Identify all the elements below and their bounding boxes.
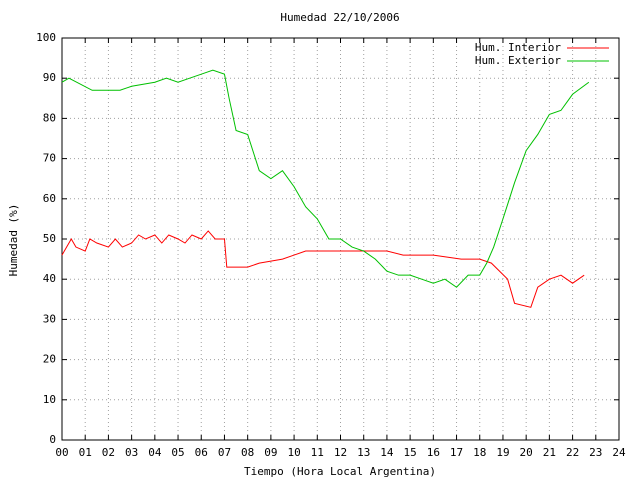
x-tick-label: 06	[195, 446, 208, 459]
x-tick-label: 02	[102, 446, 115, 459]
x-tick-label: 21	[543, 446, 556, 459]
x-tick-label: 09	[264, 446, 277, 459]
x-tick-label: 07	[218, 446, 231, 459]
y-tick-label: 70	[43, 152, 56, 165]
x-tick-label: 10	[287, 446, 300, 459]
x-tick-label: 23	[589, 446, 602, 459]
series-line	[61, 69, 590, 288]
x-tick-label: 11	[311, 446, 324, 459]
y-tick-label: 40	[43, 272, 56, 285]
x-tick-label: 24	[612, 446, 626, 459]
y-tick-label: 60	[43, 192, 56, 205]
legend-label: Hum. Exterior	[475, 54, 561, 67]
x-axis-label: Tiempo (Hora Local Argentina)	[244, 465, 436, 478]
x-tick-label: 04	[148, 446, 162, 459]
y-tick-label: 30	[43, 312, 56, 325]
x-tick-label: 05	[171, 446, 184, 459]
chart-title: Humedad 22/10/2006	[280, 11, 399, 24]
y-tick-label: 80	[43, 111, 56, 124]
x-tick-label: 20	[520, 446, 533, 459]
legend-label: Hum. Interior	[475, 41, 561, 54]
x-tick-label: 22	[566, 446, 579, 459]
x-tick-label: 12	[334, 446, 347, 459]
x-tick-label: 03	[125, 446, 138, 459]
y-tick-label: 20	[43, 353, 56, 366]
y-tick-label: 90	[43, 71, 56, 84]
x-tick-label: 15	[404, 446, 417, 459]
x-tick-label: 08	[241, 446, 254, 459]
x-tick-label: 17	[450, 446, 463, 459]
y-tick-label: 100	[36, 31, 56, 44]
x-tick-label: 19	[496, 446, 509, 459]
x-tick-label: 16	[427, 446, 440, 459]
series-line	[61, 230, 585, 308]
x-tick-label: 00	[55, 446, 68, 459]
y-tick-label: 0	[49, 433, 56, 446]
y-tick-label: 50	[43, 232, 56, 245]
x-tick-label: 13	[357, 446, 370, 459]
y-axis-label: Humedad (%)	[7, 204, 20, 277]
plot-frame	[61, 37, 620, 441]
x-tick-label: 18	[473, 446, 486, 459]
x-tick-label: 01	[79, 446, 92, 459]
y-tick-label: 10	[43, 393, 56, 406]
x-tick-label: 14	[380, 446, 394, 459]
